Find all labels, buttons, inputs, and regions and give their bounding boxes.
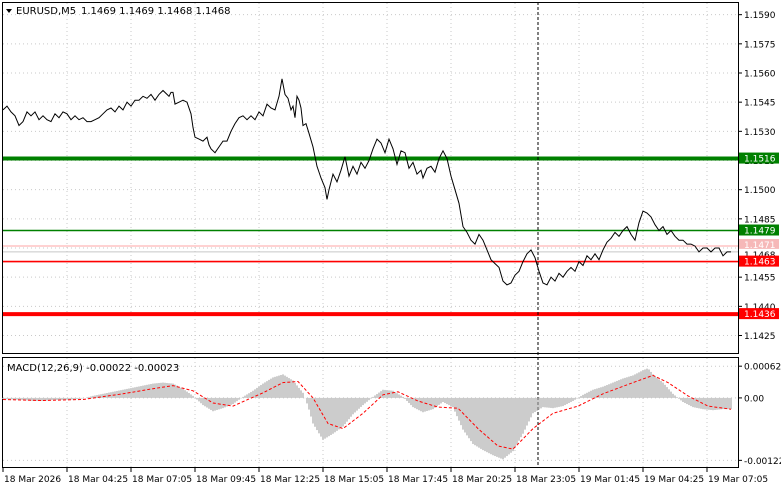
price-tick-label: 1.1455 <box>744 274 776 284</box>
level-tag-bg <box>739 248 779 260</box>
price-tick-label: 1.1545 <box>744 99 776 109</box>
time-tick-label: 18 Mar 20:25 <box>452 475 512 485</box>
price-tick-label: 1.1560 <box>744 70 776 80</box>
macd-title: MACD(12,26,9) -0.00022 -0.00023 <box>7 363 179 374</box>
price-tick-label: 1.1590 <box>744 11 776 21</box>
macd-tick-label: 0.00062 <box>744 363 781 373</box>
time-tick-label: 18 Mar 15:05 <box>324 475 384 485</box>
time-tick-label: 19 Mar 07:05 <box>708 475 768 485</box>
level-tag-label: 1.1436 <box>744 310 776 320</box>
time-tick-label: 19 Mar 04:25 <box>644 475 704 485</box>
level-tag-label: 1.1516 <box>744 155 776 165</box>
time-tick-label: 18 Mar 17:45 <box>388 475 448 485</box>
price-pane-frame <box>2 2 739 354</box>
price-tick-label: 1.1500 <box>744 186 776 196</box>
level-tag-bg <box>739 239 779 251</box>
price-axis[interactable]: 1.15901.15751.15601.15451.15301.15151.15… <box>738 11 776 342</box>
dropdown-triangle-icon[interactable] <box>6 9 12 13</box>
macd-tick-label: -0.00122 <box>744 457 781 467</box>
level-tag-bg <box>739 152 779 164</box>
price-line <box>2 78 731 286</box>
macd-grid <box>3 358 738 467</box>
time-tick-label: 18 Mar 23:05 <box>516 475 576 485</box>
macd-signal-line <box>2 374 732 450</box>
time-tick-label: 18 Mar 09:45 <box>196 475 256 485</box>
symbol-header[interactable]: EURUSD,M5 1.1469 1.1469 1.1468 1.1468 <box>6 6 231 17</box>
macd-tick-label: 0.00 <box>744 394 764 404</box>
level-tag-bg <box>739 255 779 267</box>
price-tick-label: 1.1530 <box>744 128 776 138</box>
price-tick-label: 1.1575 <box>744 40 776 50</box>
time-axis[interactable]: 18 Mar 2026 18 Mar 04:25 18 Mar 07:05 18 Ma… <box>2 468 768 485</box>
symbol-label: EURUSD,M5 <box>16 6 76 17</box>
level-tag-bg <box>739 224 779 236</box>
price-tick-label: 1.1425 <box>744 332 776 342</box>
macd-axis: 0.00062 0.00 -0.00122 <box>738 363 781 467</box>
price-tick-label: 1.1485 <box>744 215 776 225</box>
time-tick-label: 18 Mar 07:05 <box>132 475 192 485</box>
time-tick-label: 18 Mar 12:25 <box>260 475 320 485</box>
macd-pane-frame <box>2 357 739 468</box>
level-tag-label: 1.1479 <box>744 227 776 237</box>
time-tick-label: 19 Mar 01:45 <box>580 475 640 485</box>
macd-histogram <box>2 368 732 460</box>
support-resistance-levels[interactable] <box>3 156 738 317</box>
level-tag-label: 1.1471 <box>744 241 776 251</box>
price-tick-label: 1.1440 <box>744 303 776 313</box>
price-grid <box>3 3 738 353</box>
time-tick-label: 18 Mar 04:25 <box>68 475 128 485</box>
level-tag-bg <box>739 308 779 320</box>
time-tick-label: 18 Mar 2026 <box>4 475 61 485</box>
level-tag-label: 1.1463 <box>744 258 776 268</box>
ohlc-label: 1.1469 1.1469 1.1468 1.1468 <box>81 6 231 17</box>
